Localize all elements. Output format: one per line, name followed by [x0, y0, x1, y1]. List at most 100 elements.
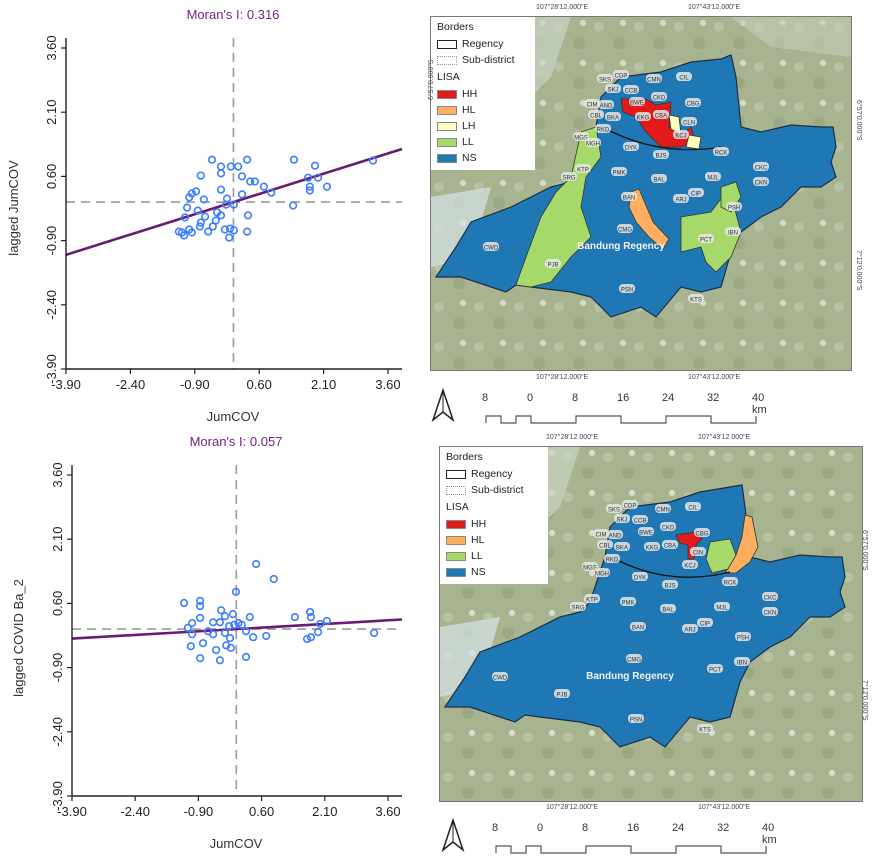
- district-label-bg: [697, 618, 713, 627]
- legend-label: NS: [471, 566, 486, 578]
- coord-bottom-2: 107°43'12.000"E: [698, 804, 751, 811]
- district-label-bg: [629, 97, 645, 106]
- legend-label: HH: [462, 88, 478, 100]
- district-label-bg: [545, 259, 561, 268]
- district-label: SKS: [599, 78, 611, 84]
- north-arrow-icon: [441, 818, 465, 852]
- district-label-bg: [651, 92, 667, 101]
- data-point: [250, 177, 260, 186]
- coord-top-2: 107°43'12.000"E: [688, 4, 741, 11]
- district-label: CBA: [655, 114, 667, 120]
- region-hl[interactable]: [724, 514, 759, 574]
- legend-swatch: [437, 153, 457, 163]
- district-label: BWE: [639, 531, 653, 537]
- data-point: [183, 623, 192, 632]
- data-point: [180, 213, 190, 222]
- district-label: CBL: [590, 114, 602, 120]
- data-point: [222, 194, 232, 203]
- district-label-bg: [595, 124, 611, 133]
- y-tick-label: 2.10: [44, 100, 59, 125]
- scale-label: 16: [627, 822, 640, 834]
- data-point: [245, 612, 254, 622]
- district-label-bg: [584, 594, 600, 603]
- coord-right-1: 6°57'0.000"S: [855, 100, 862, 141]
- legend-label: NS: [462, 152, 477, 164]
- scale-label: 32: [717, 822, 730, 834]
- district-label-bg: [681, 117, 697, 126]
- data-point: [220, 612, 230, 621]
- coord-top-1: 107°28'12.000"E: [536, 4, 589, 11]
- district-label: CDP: [624, 504, 637, 510]
- x-tick-label: -3.90: [51, 377, 81, 392]
- scale-label: 32: [707, 392, 720, 404]
- y-tick-label: -2.40: [44, 290, 59, 320]
- data-point: [306, 633, 315, 642]
- district-label-bg: [725, 227, 741, 236]
- x-tick-label: 3.60: [375, 377, 400, 392]
- data-point: [243, 155, 252, 164]
- data-point: [229, 226, 238, 235]
- data-point: [229, 200, 238, 209]
- data-point: [195, 613, 205, 623]
- district-label: IBN: [728, 231, 738, 237]
- district-label-bg: [492, 672, 508, 681]
- legend-label: HL: [462, 104, 476, 116]
- district-label: PSH: [737, 636, 749, 642]
- district-label-bg: [597, 540, 613, 549]
- data-point: [179, 231, 189, 240]
- y-axis-label: lagged COVID Ba_2: [11, 579, 26, 697]
- data-point: [220, 628, 230, 638]
- x-tick-label: 3.60: [375, 804, 400, 819]
- district-label: CWD: [493, 676, 508, 682]
- coord-right-1: 6°57'0.000"S: [861, 530, 868, 571]
- district-label-bg: [735, 632, 751, 641]
- legend-lisa-title: LISA: [446, 501, 469, 513]
- district-label: KTP: [577, 168, 589, 174]
- district-label: CWD: [484, 246, 499, 252]
- district-label: PMK: [612, 171, 625, 177]
- district-label: KTP: [586, 598, 598, 604]
- legend-label: LL: [471, 550, 483, 562]
- district-label-bg: [626, 654, 642, 663]
- district-label-bg: [753, 162, 769, 171]
- district-label-bg: [722, 577, 738, 586]
- data-point: [243, 211, 253, 220]
- data-point: [201, 212, 210, 221]
- district-label: CBG: [695, 532, 708, 538]
- data-point: [322, 616, 332, 626]
- data-point: [216, 169, 226, 178]
- district-label-bg: [753, 177, 769, 186]
- district-label: SKS: [608, 508, 620, 514]
- scale-label: 0: [537, 822, 544, 834]
- data-point: [234, 618, 243, 628]
- district-label: BKA: [607, 116, 619, 122]
- district-label: CCB: [625, 89, 638, 95]
- data-point: [195, 654, 205, 663]
- district-label-bg: [713, 147, 729, 156]
- district-label-bg: [662, 580, 678, 589]
- data-point: [195, 596, 205, 605]
- y-axis-label: lagged JumCOV: [6, 160, 21, 256]
- map-canvas[interactable]: SKS CDP CMN CIL SKJ CCB BWE CKD CBG CIM AND CBL BKA K…: [439, 446, 863, 802]
- district-label-bg: [660, 522, 676, 531]
- district-label-bg: [688, 188, 704, 197]
- district-label-bg: [617, 224, 633, 233]
- data-point: [209, 630, 218, 639]
- region-hl[interactable]: [628, 188, 670, 250]
- data-point: [310, 161, 320, 170]
- district-label: KTS: [699, 728, 711, 734]
- district-label: RKD: [606, 558, 619, 564]
- district-label-bg: [762, 592, 778, 601]
- y-tick-label: -3.90: [44, 354, 59, 384]
- district-label-bg: [588, 110, 604, 119]
- data-point: [226, 643, 235, 653]
- district-label-bg: [688, 294, 704, 303]
- chart-title: Moran's I: 0.316: [187, 7, 280, 22]
- district-label: BAL: [662, 608, 674, 614]
- district-label-bg: [623, 85, 639, 94]
- region-ll[interactable]: [705, 538, 737, 574]
- legend-item-ns: NS: [446, 564, 542, 580]
- data-point: [322, 182, 332, 191]
- district-label: CKD: [662, 526, 675, 532]
- map-canvas[interactable]: SKS CDP CMN CIL SKJ CCB BWE CKD CBG CIM AND CBL BKA K…: [430, 16, 852, 371]
